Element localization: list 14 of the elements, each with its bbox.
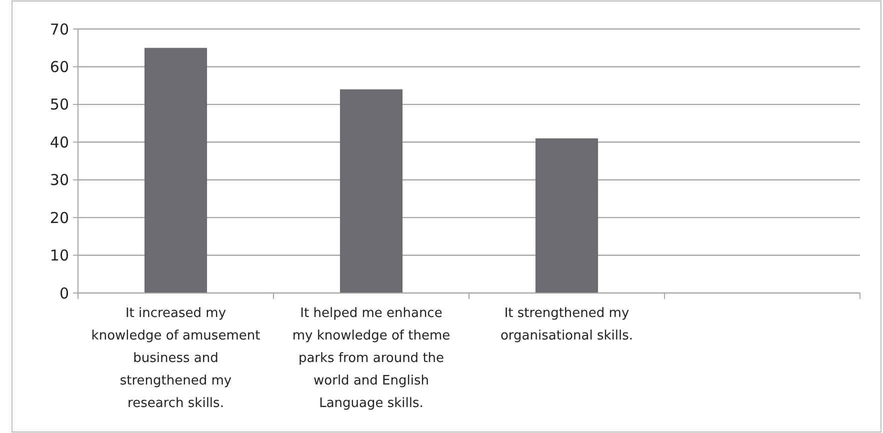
y-tick-label: 10 xyxy=(50,246,69,265)
y-tick-label: 40 xyxy=(50,133,69,152)
bar xyxy=(144,48,208,293)
y-tick-label: 0 xyxy=(59,284,69,302)
x-tick-label: It strengthened my organisational skills. xyxy=(500,306,634,344)
y-tick-label: 50 xyxy=(50,96,69,114)
y-tick-label: 70 xyxy=(50,20,69,38)
y-tick-label: 30 xyxy=(50,171,69,190)
bar xyxy=(535,138,598,293)
x-tick-label: It increased my knowledge of amusement business and strengthened my research skills. xyxy=(91,306,260,411)
y-tick-label: 60 xyxy=(50,58,69,76)
x-tick-label: It helped me enhance my knowledge of theme parks from around the world and English Language skills. xyxy=(292,306,450,411)
y-tick-label: 20 xyxy=(50,208,69,227)
bar xyxy=(340,89,403,293)
